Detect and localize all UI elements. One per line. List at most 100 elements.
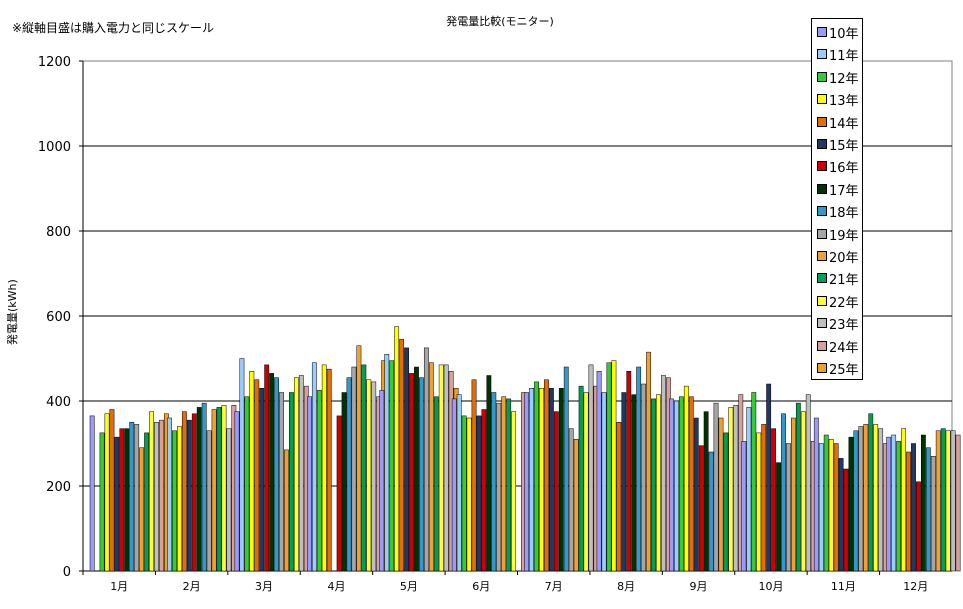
bar xyxy=(351,366,357,572)
bar xyxy=(177,426,182,572)
bar xyxy=(601,392,607,572)
bar xyxy=(196,407,202,572)
bar xyxy=(346,377,352,572)
bar xyxy=(813,417,819,572)
legend-swatch xyxy=(817,161,827,172)
bar xyxy=(925,447,931,572)
legend-label: 14年 xyxy=(829,116,859,132)
x-tick-label: 7月 xyxy=(545,580,563,593)
bar xyxy=(838,458,844,572)
legend-item: 23年 xyxy=(812,312,862,334)
bar xyxy=(249,371,255,572)
bar xyxy=(438,364,444,572)
legend-swatch xyxy=(817,295,827,306)
bar xyxy=(293,377,299,572)
bar xyxy=(693,417,699,572)
bar xyxy=(181,411,187,572)
legend-label: 16年 xyxy=(829,161,859,177)
bar xyxy=(674,400,679,572)
bar xyxy=(583,392,589,572)
bar xyxy=(114,436,120,572)
x-tick-label: 4月 xyxy=(328,580,346,593)
bar xyxy=(940,428,946,572)
bar xyxy=(746,407,752,572)
bar xyxy=(201,402,207,572)
bar xyxy=(321,364,327,572)
bar xyxy=(409,373,414,572)
bar xyxy=(766,383,772,572)
bar xyxy=(606,362,612,572)
bar xyxy=(307,396,312,572)
bar xyxy=(284,449,289,572)
bar xyxy=(244,396,250,572)
legend-swatch xyxy=(817,340,827,351)
bar xyxy=(491,392,497,572)
bar xyxy=(226,428,232,572)
bar xyxy=(549,388,554,572)
chart-title: 発電量比較(モニター) xyxy=(446,15,554,28)
bar xyxy=(828,439,834,572)
x-tick-label: 10月 xyxy=(759,580,784,593)
bar xyxy=(356,345,362,572)
y-tick-label: 0 xyxy=(63,565,71,580)
legend-label: 19年 xyxy=(829,228,859,244)
bar xyxy=(443,364,449,572)
x-tick-label: 2月 xyxy=(183,580,201,593)
x-tick-label: 12月 xyxy=(903,580,928,593)
bar xyxy=(389,360,395,572)
legend-label: 18年 xyxy=(829,206,859,222)
bar xyxy=(563,366,569,572)
legend-swatch xyxy=(817,251,827,261)
bar xyxy=(781,413,786,572)
legend-label: 24年 xyxy=(829,340,859,356)
bar xyxy=(891,434,897,572)
bar xyxy=(167,417,172,572)
legend-label: 25年 xyxy=(829,363,859,378)
bar xyxy=(718,417,724,572)
legend-swatch xyxy=(817,116,827,127)
bar xyxy=(511,411,517,572)
bar xyxy=(206,430,212,572)
bar xyxy=(761,424,767,572)
bar xyxy=(433,396,439,572)
bar xyxy=(486,375,492,572)
bar xyxy=(159,419,164,572)
bar xyxy=(379,390,385,572)
legend-swatch xyxy=(817,363,827,373)
bar xyxy=(930,456,936,572)
bar xyxy=(906,451,911,572)
legend-label: 12年 xyxy=(829,71,859,87)
bar xyxy=(119,428,125,572)
bar xyxy=(471,379,477,572)
bar xyxy=(756,432,762,572)
bar xyxy=(149,411,154,572)
legend-swatch xyxy=(817,228,827,239)
legend-item: 19年 xyxy=(812,223,862,245)
legend-item: 13年 xyxy=(812,88,862,110)
bar xyxy=(886,436,892,572)
bar xyxy=(621,392,627,572)
bar xyxy=(336,415,342,572)
bar xyxy=(326,368,332,572)
legend-label: 22年 xyxy=(829,295,859,311)
y-tick-label: 1200 xyxy=(38,55,71,70)
legend-swatch xyxy=(817,183,827,194)
x-tick-label: 9月 xyxy=(690,580,708,593)
bar xyxy=(776,462,781,572)
bar xyxy=(476,415,482,572)
bar xyxy=(916,481,921,572)
bar xyxy=(239,358,245,572)
bar xyxy=(558,388,564,572)
bar xyxy=(723,432,729,572)
legend-label: 17年 xyxy=(829,183,859,199)
bar xyxy=(361,364,367,572)
legend-label: 10年 xyxy=(829,27,859,42)
bar xyxy=(394,326,400,572)
bar xyxy=(578,385,584,572)
bar xyxy=(698,445,704,572)
bar xyxy=(911,443,916,572)
bar xyxy=(298,375,304,572)
legend-item: 25年 xyxy=(812,357,862,379)
bar xyxy=(172,430,177,572)
